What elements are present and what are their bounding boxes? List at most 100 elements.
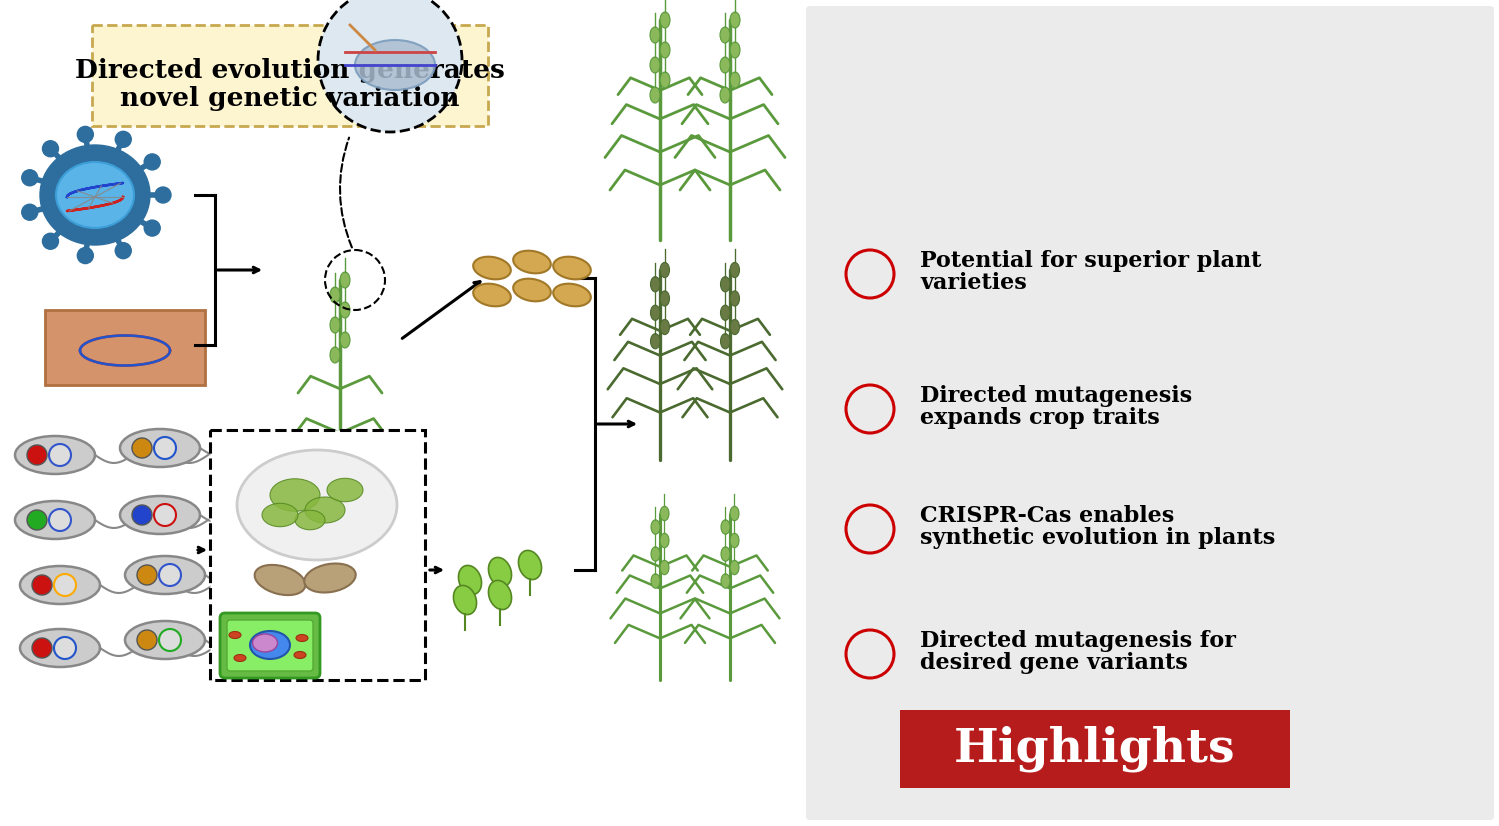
Ellipse shape — [55, 162, 133, 228]
Ellipse shape — [660, 12, 670, 28]
Ellipse shape — [651, 57, 660, 73]
Ellipse shape — [651, 27, 660, 43]
FancyBboxPatch shape — [806, 6, 1495, 820]
Ellipse shape — [15, 501, 94, 539]
Ellipse shape — [730, 534, 739, 548]
Ellipse shape — [330, 317, 340, 333]
Text: CRISPR-Cas enables: CRISPR-Cas enables — [920, 505, 1174, 527]
Ellipse shape — [720, 27, 730, 43]
Text: Potential for superior plant: Potential for superior plant — [920, 250, 1261, 272]
Ellipse shape — [553, 283, 591, 306]
Ellipse shape — [120, 429, 199, 467]
Ellipse shape — [651, 574, 660, 588]
Ellipse shape — [721, 520, 730, 534]
Ellipse shape — [513, 250, 550, 273]
Ellipse shape — [474, 283, 511, 306]
Ellipse shape — [330, 287, 340, 303]
Ellipse shape — [19, 629, 100, 667]
Bar — [210, 430, 426, 680]
Text: Directed evolution generates: Directed evolution generates — [75, 58, 505, 83]
Ellipse shape — [660, 42, 670, 58]
Ellipse shape — [120, 496, 199, 534]
Circle shape — [159, 629, 181, 651]
FancyBboxPatch shape — [91, 25, 489, 126]
Ellipse shape — [730, 320, 739, 335]
Ellipse shape — [234, 654, 246, 662]
Ellipse shape — [237, 450, 397, 560]
Ellipse shape — [327, 478, 363, 501]
Ellipse shape — [489, 581, 511, 610]
Ellipse shape — [270, 479, 319, 511]
Ellipse shape — [721, 277, 730, 292]
Circle shape — [132, 505, 151, 525]
Ellipse shape — [651, 547, 660, 561]
Circle shape — [49, 444, 70, 466]
Circle shape — [136, 630, 157, 650]
Circle shape — [318, 0, 462, 132]
Circle shape — [132, 438, 151, 458]
Ellipse shape — [730, 72, 741, 88]
Ellipse shape — [660, 263, 670, 278]
Ellipse shape — [730, 506, 739, 520]
Text: varieties: varieties — [920, 272, 1027, 294]
Circle shape — [27, 445, 46, 465]
Ellipse shape — [454, 586, 477, 615]
Ellipse shape — [124, 621, 205, 659]
Ellipse shape — [124, 556, 205, 594]
Circle shape — [31, 575, 52, 595]
Ellipse shape — [304, 563, 355, 592]
Text: Directed mutagenesis for: Directed mutagenesis for — [920, 630, 1235, 652]
Ellipse shape — [340, 272, 349, 288]
Ellipse shape — [513, 278, 550, 301]
Circle shape — [78, 248, 93, 263]
Ellipse shape — [651, 277, 660, 292]
Circle shape — [136, 565, 157, 585]
Ellipse shape — [660, 534, 669, 548]
Text: synthetic evolution in plants: synthetic evolution in plants — [920, 527, 1276, 549]
Ellipse shape — [660, 320, 670, 335]
Text: desired gene variants: desired gene variants — [920, 652, 1187, 674]
Ellipse shape — [730, 560, 739, 575]
Circle shape — [22, 170, 37, 186]
Ellipse shape — [304, 497, 345, 523]
Ellipse shape — [40, 145, 150, 245]
Ellipse shape — [229, 632, 241, 638]
Ellipse shape — [721, 547, 730, 561]
Ellipse shape — [474, 257, 511, 279]
Text: Highlights: Highlights — [955, 726, 1235, 772]
Ellipse shape — [721, 574, 730, 588]
Ellipse shape — [340, 332, 349, 348]
Circle shape — [154, 437, 175, 459]
Bar — [899, 710, 1291, 788]
FancyBboxPatch shape — [226, 620, 313, 671]
Ellipse shape — [720, 57, 730, 73]
Circle shape — [42, 233, 58, 249]
Circle shape — [144, 220, 160, 236]
Circle shape — [27, 510, 46, 530]
Ellipse shape — [330, 347, 340, 363]
Circle shape — [31, 638, 52, 658]
Ellipse shape — [355, 40, 435, 90]
Circle shape — [115, 131, 132, 147]
Bar — [45, 310, 205, 385]
Circle shape — [159, 564, 181, 586]
Ellipse shape — [250, 631, 289, 659]
Ellipse shape — [295, 510, 325, 529]
Ellipse shape — [651, 305, 660, 320]
Circle shape — [115, 243, 132, 259]
Ellipse shape — [730, 291, 739, 306]
Ellipse shape — [519, 550, 541, 580]
Ellipse shape — [730, 263, 739, 278]
Text: Directed mutagenesis: Directed mutagenesis — [920, 385, 1192, 407]
Ellipse shape — [294, 652, 306, 658]
Ellipse shape — [651, 334, 660, 349]
Ellipse shape — [489, 558, 511, 586]
Text: expands crop traits: expands crop traits — [920, 407, 1160, 429]
Ellipse shape — [295, 634, 307, 642]
Ellipse shape — [262, 503, 298, 527]
Circle shape — [22, 204, 37, 221]
Circle shape — [49, 509, 70, 531]
FancyBboxPatch shape — [220, 613, 319, 678]
Ellipse shape — [459, 566, 481, 595]
Circle shape — [78, 126, 93, 142]
